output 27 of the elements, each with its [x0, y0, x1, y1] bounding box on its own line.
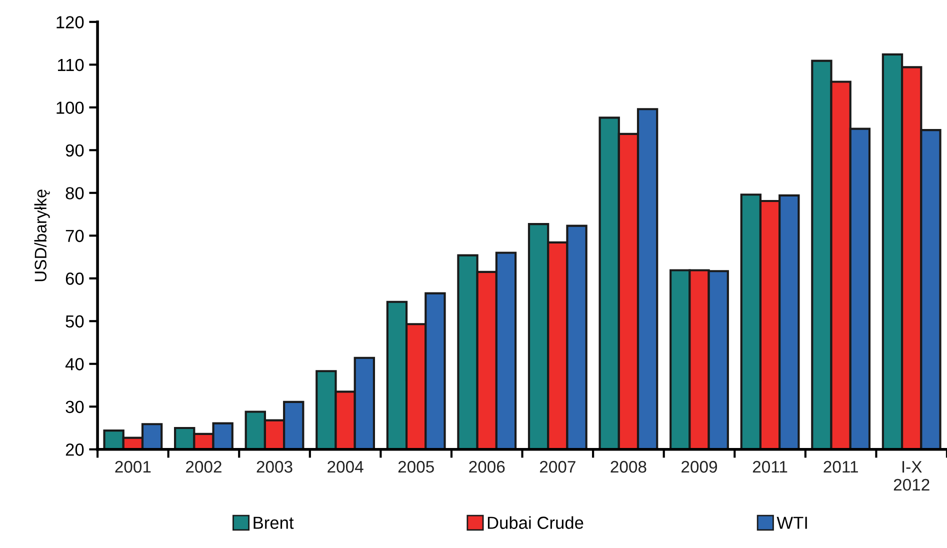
y-tick-label: 100 — [56, 102, 84, 114]
x-tick-label: 2011 — [824, 460, 858, 473]
x-tick-label: 2011 — [752, 460, 788, 473]
x-tick-label: 2007 — [540, 460, 576, 473]
y-axis-title: USD/baryłkę — [34, 190, 50, 282]
y-tick-label: 90 — [66, 144, 84, 157]
x-tick-label: 2002 — [186, 460, 222, 473]
y-tick-label: 60 — [66, 272, 84, 285]
legend-label: WTI — [776, 516, 807, 529]
y-tick-label: 30 — [66, 400, 84, 414]
y-tick-label: 20 — [66, 444, 84, 456]
x-tick-label: 2003 — [256, 460, 292, 473]
y-tick-label: 50 — [66, 315, 84, 328]
x-tick-label: 2006 — [469, 460, 505, 473]
y-tick-label: 80 — [66, 187, 84, 200]
y-tick-label: 110 — [58, 58, 84, 72]
y-tick-label: 40 — [65, 358, 84, 370]
legend-label: Brent — [254, 516, 294, 529]
y-tick-label: 120 — [56, 16, 84, 28]
x-tick-label: 2004 — [328, 460, 364, 473]
x-tick-label: I-X 2012 — [894, 461, 930, 491]
x-tick-label: 2001 — [115, 460, 151, 473]
x-tick-label: 2009 — [682, 460, 717, 473]
x-tick-label: 2008 — [610, 460, 646, 473]
legend-label: Dubai Crude — [488, 516, 584, 529]
y-tick-label: 70 — [66, 230, 84, 242]
x-tick-label: 2005 — [398, 460, 434, 473]
